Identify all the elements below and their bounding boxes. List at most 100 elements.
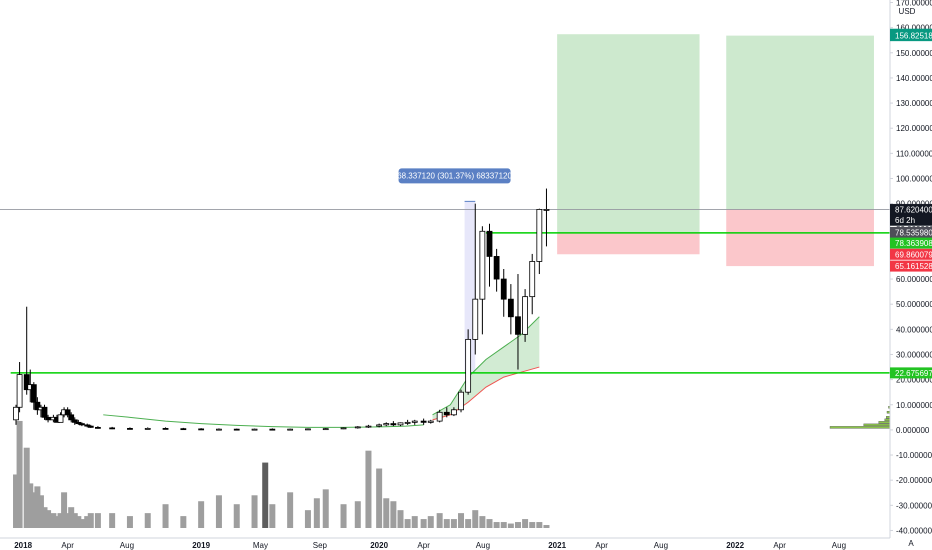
profile-bar [878,421,891,424]
volume-bar [23,447,30,528]
profile-bar [884,418,891,422]
stop-zone-1[interactable] [557,232,700,255]
volume-bar [78,519,85,528]
time-tick-label: 2020 [370,541,388,550]
volume-bar [144,513,151,528]
volume-bar [215,495,222,528]
target-zone-1[interactable] [557,34,700,233]
price-tick-label: 130.000000 [896,99,932,108]
time-tick-label: May [253,541,268,550]
candle-body [404,421,411,424]
price-tag-box [890,226,932,238]
price-tick-label: 0.000000 [896,426,930,435]
measure-box[interactable] [464,200,476,373]
candle-body [427,420,434,423]
measure-tooltip-label: 68.337120 (301.37%) 68337120 [397,171,512,180]
price-axis[interactable]: 170.000000 160.000000 150.000000 140.000000… [889,0,932,538]
volume-bar [180,516,187,528]
measure-tooltip: 68.337120 (301.37%) 68337120 [397,168,513,184]
price-tick-label: -20.000000 [896,476,932,485]
volume-bar [340,504,347,528]
volume-bar [162,504,169,528]
volume-bar [109,513,116,528]
volume-bar [61,492,68,528]
time-tick-label: 2022 [726,541,744,550]
price-tick-label: 120.000000 [896,124,932,133]
target-zone-2[interactable] [726,35,874,210]
candle-body [13,406,19,421]
candle-body [87,425,94,428]
volume-bar [53,516,60,528]
volume-bar [126,516,133,528]
candle-body [233,428,240,431]
horizontal-lines[interactable] [0,209,890,374]
volume-bar [472,510,479,528]
volume-bar [390,501,397,528]
volume-bar [198,501,205,528]
time-tick-label: Aug [476,541,490,550]
candles [13,188,550,431]
profile-bar [829,426,891,429]
auto-scale-button[interactable]: A [908,539,914,548]
time-tick-label: Apr [595,541,608,550]
volume-bar [397,510,404,528]
price-tag-box [890,30,932,42]
candle-body [376,424,383,427]
volume-bar [365,450,372,528]
candle-body [436,411,443,422]
candle-body [515,316,521,335]
price-tag-label: 69.860079 [895,250,932,259]
candle-body [34,401,41,411]
volume-bar [465,519,472,528]
candle-body [322,428,329,431]
time-tick-label: 2019 [192,541,210,550]
candle-body [340,427,347,430]
candle-body [465,338,472,393]
volume-bar [493,522,500,528]
volume-bar [27,483,34,528]
measure-range[interactable] [464,201,476,373]
volume-bar [269,504,276,528]
candle-body [354,426,361,429]
candle-body [383,423,390,426]
time-tick-label: Aug [120,541,134,550]
volume-bar [45,510,52,528]
price-tag-box [890,237,932,249]
candle-body [71,419,78,423]
volume-bars [13,420,550,528]
price-tick-label: 30.000000 [896,350,932,359]
price-tag-box [890,260,932,272]
price-tag-box [890,367,932,379]
volume-bar [486,519,493,528]
candle-body [305,428,311,431]
volume-bar [87,513,94,528]
volume-bar [34,486,41,528]
candle-body [45,416,51,421]
volume-bar [233,504,240,528]
candle-body [522,296,528,335]
volume-bar [536,522,543,528]
candle-body [162,427,169,430]
volume-bar [411,516,418,528]
candle-body [543,209,550,211]
candle-body [500,278,507,300]
volume-bar [479,516,486,528]
price-tick-label: -10.000000 [896,451,932,460]
volume-bar [427,516,434,528]
volume-bar [514,522,521,528]
volume-bar [529,522,536,528]
price-tag-box [890,214,932,226]
candle-body [68,414,75,421]
volume-bar [41,507,48,528]
volume-bar [443,519,450,528]
candle-body [78,423,85,426]
position-zones[interactable] [557,34,874,267]
volume-bar [304,510,311,528]
price-tick-label: 170.000000 [896,0,932,8]
volume-bar [450,519,457,528]
candle-body [198,428,205,431]
stop-zone-2[interactable] [726,209,874,267]
volume-bar [287,492,294,528]
time-axis[interactable]: 2018 Apr Aug 2019 May Sep 2020 Apr Aug 2021 Apr Aug… [0,537,890,550]
